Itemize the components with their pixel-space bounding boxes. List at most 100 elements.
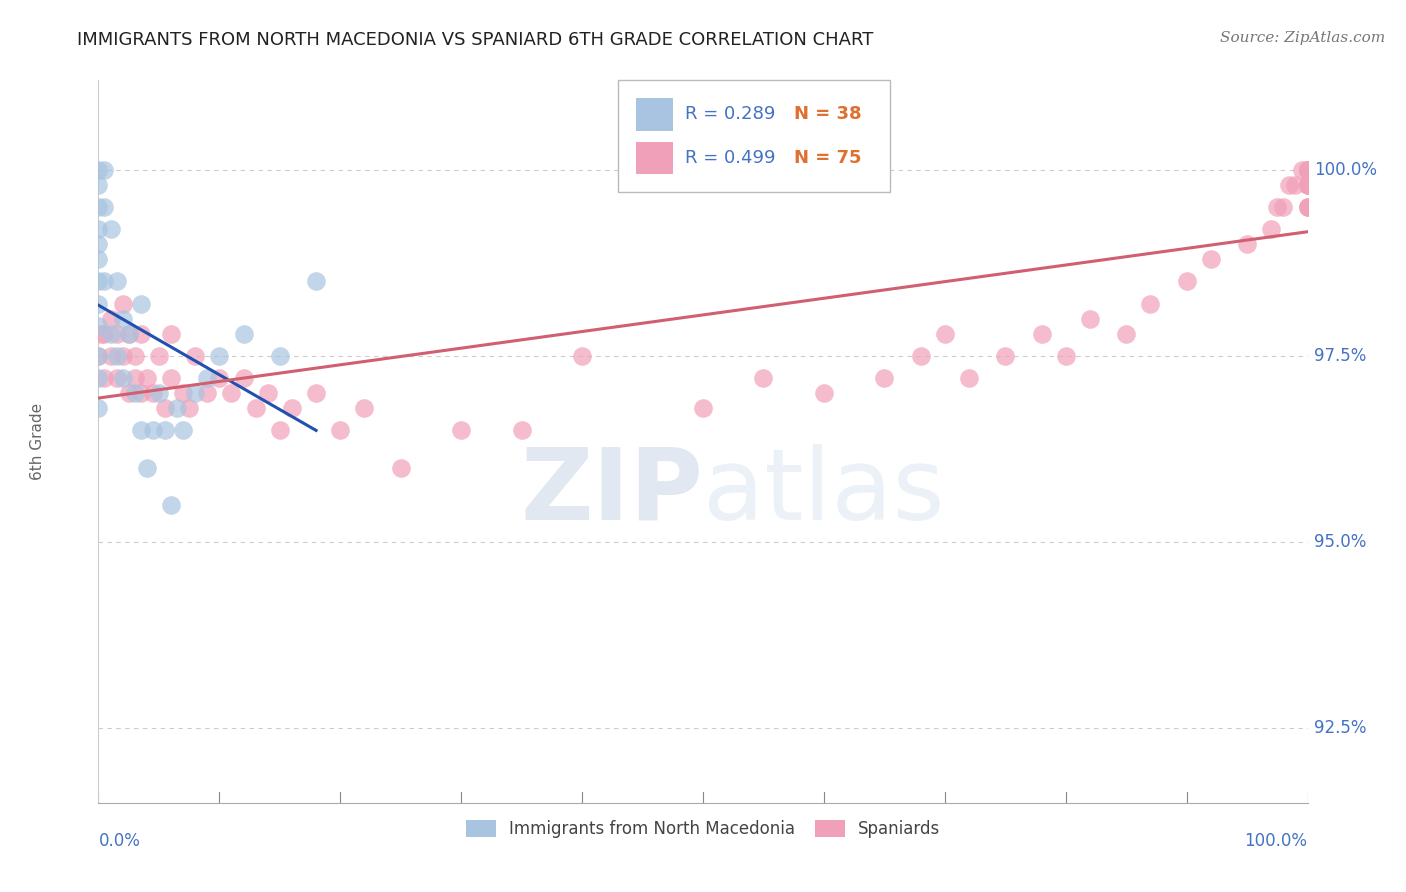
Text: R = 0.499: R = 0.499 [685, 149, 775, 167]
Point [232, 371, 254, 385]
Point [105, 274, 128, 288]
Point [124, 371, 146, 385]
Point [245, 401, 267, 415]
Point [873, 371, 896, 385]
Point [1296, 178, 1319, 192]
Point [208, 349, 231, 363]
Point [1296, 162, 1319, 177]
Point [329, 423, 352, 437]
Text: 97.5%: 97.5% [1313, 347, 1367, 365]
Point [813, 386, 835, 401]
Point [1296, 162, 1319, 177]
Point [166, 401, 188, 415]
Point [184, 349, 207, 363]
Point [93, 162, 115, 177]
Point [1296, 178, 1319, 192]
Point [1175, 274, 1198, 288]
Point [87, 178, 110, 192]
Point [118, 326, 141, 341]
Point [142, 386, 165, 401]
Point [221, 386, 243, 401]
Point [111, 371, 134, 385]
Point [93, 274, 115, 288]
Text: R = 0.289: R = 0.289 [685, 105, 775, 123]
FancyBboxPatch shape [637, 142, 672, 174]
Point [1260, 222, 1282, 236]
Point [87, 252, 110, 266]
Point [87, 222, 110, 236]
Point [1291, 162, 1313, 177]
Text: IMMIGRANTS FROM NORTH MACEDONIA VS SPANIARD 6TH GRADE CORRELATION CHART: IMMIGRANTS FROM NORTH MACEDONIA VS SPANI… [77, 31, 873, 49]
Point [87, 200, 110, 214]
Point [1115, 326, 1137, 341]
Point [87, 297, 110, 311]
Text: Source: ZipAtlas.com: Source: ZipAtlas.com [1219, 31, 1385, 45]
Point [1296, 200, 1319, 214]
Legend: Immigrants from North Macedonia, Spaniards: Immigrants from North Macedonia, Spaniar… [458, 814, 948, 845]
Text: 95.0%: 95.0% [1313, 533, 1367, 551]
Point [100, 349, 122, 363]
Point [111, 349, 134, 363]
Point [571, 349, 593, 363]
Point [160, 326, 183, 341]
Point [105, 349, 128, 363]
Point [87, 274, 110, 288]
Text: ZIP: ZIP [520, 443, 703, 541]
Text: 92.5%: 92.5% [1313, 719, 1367, 738]
Point [305, 274, 328, 288]
Point [87, 401, 110, 415]
Point [87, 319, 110, 334]
Point [692, 401, 714, 415]
Point [87, 371, 110, 385]
Point [93, 326, 115, 341]
Point [208, 371, 231, 385]
Point [281, 401, 304, 415]
Point [105, 326, 128, 341]
Point [1267, 200, 1289, 214]
Point [93, 371, 115, 385]
Point [957, 371, 980, 385]
Point [129, 386, 152, 401]
Point [1296, 162, 1319, 177]
Point [153, 401, 176, 415]
Point [124, 386, 146, 401]
Point [135, 460, 157, 475]
Point [172, 423, 194, 437]
Point [1078, 311, 1101, 326]
Point [1296, 162, 1319, 177]
Point [269, 349, 291, 363]
Point [256, 386, 278, 401]
Point [1031, 326, 1053, 341]
Point [934, 326, 956, 341]
Point [160, 498, 183, 512]
Text: N = 38: N = 38 [793, 105, 862, 123]
Point [1296, 200, 1319, 214]
Point [305, 386, 328, 401]
Point [87, 349, 110, 363]
Point [153, 423, 176, 437]
Point [195, 371, 218, 385]
Point [752, 371, 775, 385]
Point [1278, 178, 1301, 192]
Point [105, 371, 128, 385]
Point [1296, 162, 1319, 177]
Text: 100.0%: 100.0% [1244, 831, 1308, 850]
Point [1054, 349, 1077, 363]
Point [118, 326, 141, 341]
FancyBboxPatch shape [637, 98, 672, 131]
Point [1284, 178, 1306, 192]
Point [160, 371, 183, 385]
Point [1199, 252, 1222, 266]
Point [353, 401, 375, 415]
Point [100, 326, 122, 341]
Point [1272, 200, 1295, 214]
Point [232, 326, 254, 341]
Point [129, 423, 152, 437]
Point [195, 386, 218, 401]
Text: 100.0%: 100.0% [1313, 161, 1376, 178]
Point [100, 222, 122, 236]
Point [1139, 297, 1161, 311]
Point [994, 349, 1017, 363]
FancyBboxPatch shape [619, 80, 890, 193]
Point [910, 349, 932, 363]
